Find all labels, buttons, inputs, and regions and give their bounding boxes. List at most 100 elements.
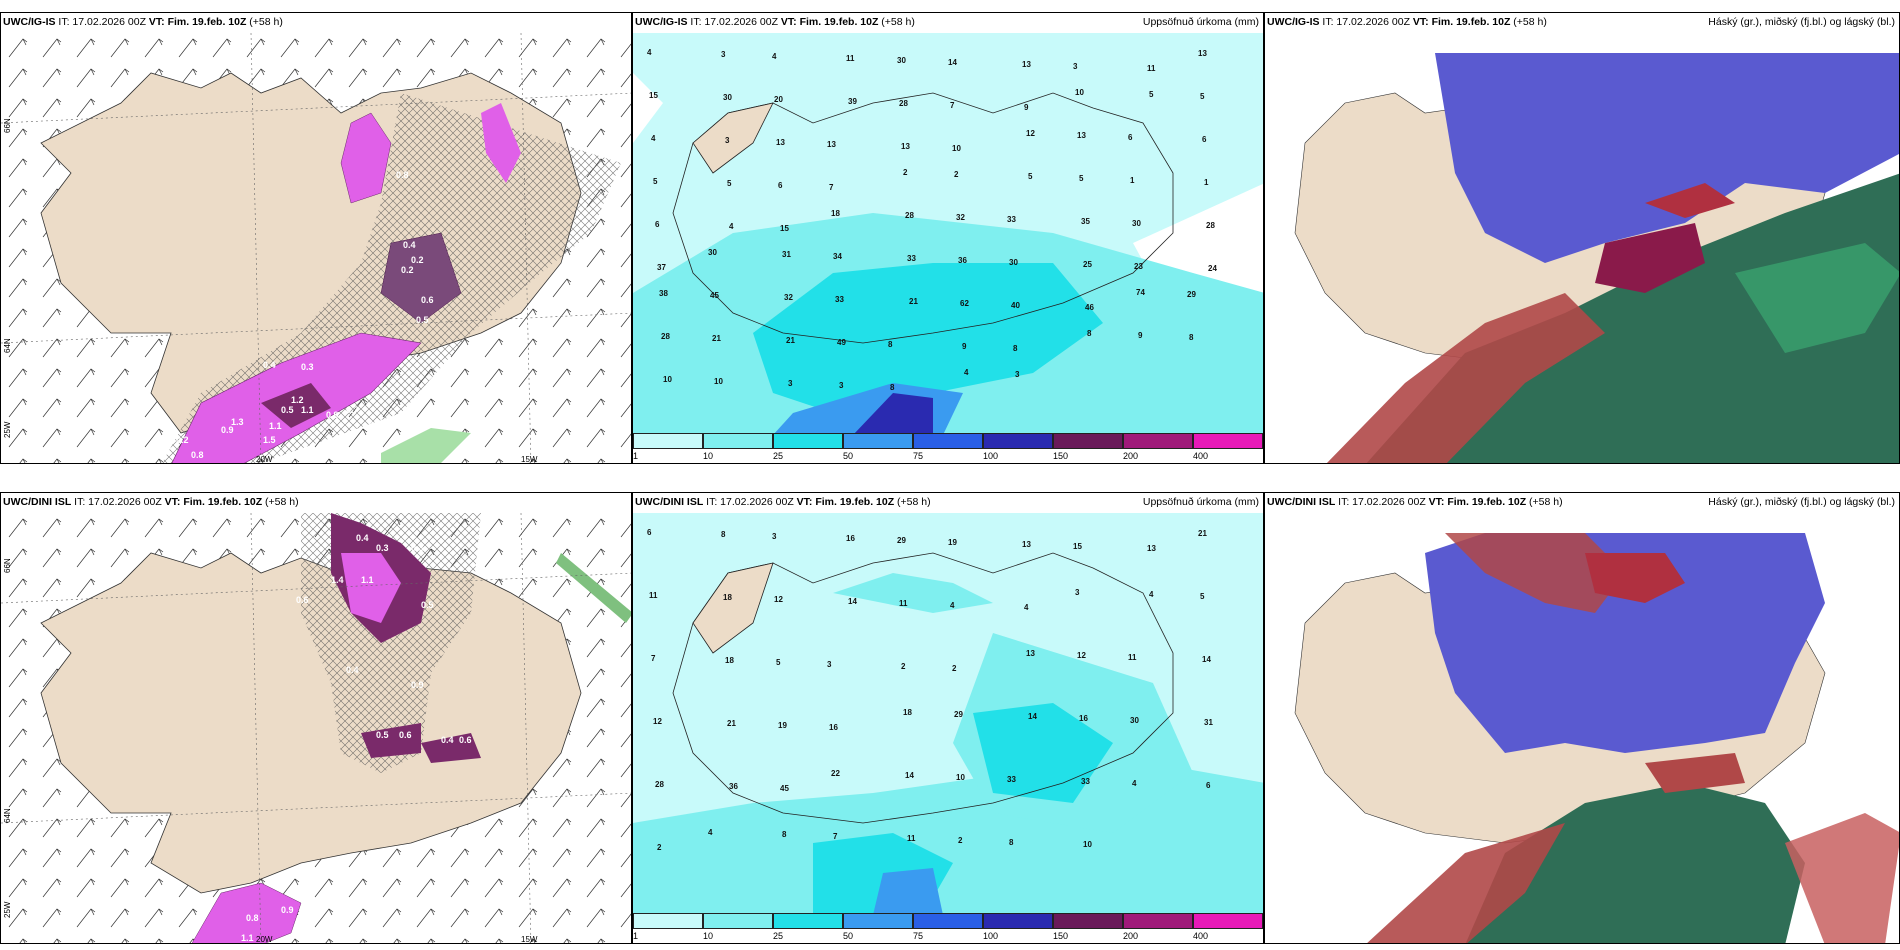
svg-text:0.9: 0.9	[326, 410, 339, 420]
precip-value-label: 35	[1081, 217, 1090, 226]
lon-label-15w: 15W	[521, 935, 538, 944]
precip-value-label: 12	[653, 717, 662, 726]
high-cloud-blue	[1435, 53, 1899, 263]
precip-value-label: 13	[1147, 544, 1156, 553]
cloud-map	[1265, 33, 1899, 463]
precip-value-label: 11	[907, 834, 916, 843]
panel-header: UWC/IG-IS IT: 17.02.2026 00Z VT: Fim. 19…	[1267, 16, 1547, 28]
svg-text:0.5: 0.5	[376, 730, 389, 740]
precip-value-label: 21	[1198, 529, 1207, 538]
precip-value-label: 33	[1007, 775, 1016, 784]
precip-value-label: 3	[772, 532, 777, 541]
precip-value-label: 28	[1206, 221, 1215, 230]
svg-text:1.2: 1.2	[291, 395, 304, 405]
svg-text:0.6: 0.6	[296, 595, 309, 605]
precip-value-label: 11	[649, 591, 658, 600]
precip-value-label: 8	[890, 383, 895, 392]
mid-cloud-green	[1465, 783, 1805, 943]
precip-value-label: 14	[1028, 712, 1037, 721]
precip-value-label: 14	[848, 597, 857, 606]
precip-value-label: 6	[647, 528, 652, 537]
map-panel-clouds-dini: UWC/DINI ISL IT: 17.02.2026 00Z VT: Fim.…	[1264, 492, 1900, 944]
precip-value-label: 2	[657, 843, 662, 852]
precip-cells-east	[380, 232, 462, 324]
precip-value-label: 2	[901, 662, 906, 671]
precip-value-label: 33	[907, 254, 916, 263]
svg-text:0.2: 0.2	[176, 435, 189, 445]
precip-value-label: 16	[829, 723, 838, 732]
precip-value-label: 19	[778, 721, 787, 730]
precip-band-south	[191, 882, 302, 943]
precip-value-label: 29	[954, 710, 963, 719]
precip-value-label: 2	[954, 170, 959, 179]
precip-value-label: 13	[1022, 540, 1031, 549]
precip-value-label: 49	[837, 338, 846, 347]
precip-value-label: 11	[1128, 653, 1137, 662]
lat-label-64n: 64N	[3, 808, 12, 823]
precip-zone-25	[973, 703, 1113, 803]
precip-value-label: 4	[964, 368, 969, 377]
precip-value-label: 30	[1132, 219, 1141, 228]
precip-value-label: 3	[721, 50, 726, 59]
precip-value-label: 30	[897, 56, 906, 65]
precip-value-label: 5	[1200, 92, 1205, 101]
precip-value-label: 2	[958, 836, 963, 845]
svg-text:0.3: 0.3	[364, 900, 377, 910]
precip-value-label: 15	[780, 224, 789, 233]
low-cloud-red	[1326, 293, 1605, 463]
precip-value-label: 62	[960, 299, 969, 308]
coast-green	[381, 428, 471, 463]
precip-value-label: 4	[1149, 590, 1154, 599]
precip-value-label: 8	[888, 340, 893, 349]
svg-text:0.5: 0.5	[421, 600, 434, 610]
precip-value-label: 46	[1085, 303, 1094, 312]
svg-text:0.4: 0.4	[403, 240, 416, 250]
panel-header: UWC/DINI ISL IT: 17.02.2026 00Z VT: Fim.…	[635, 496, 931, 508]
precip-value-label: 4	[647, 48, 652, 57]
precip-value-label: 21	[712, 334, 721, 343]
precip-value-label: 28	[655, 780, 664, 789]
precip-value-label: 21	[727, 719, 736, 728]
precip-value-label: 8	[1189, 333, 1194, 342]
svg-text:0.3: 0.3	[301, 362, 314, 372]
svg-text:0.9: 0.9	[281, 905, 294, 915]
precip-value-label: 45	[780, 784, 789, 793]
precip-value-label: 8	[721, 530, 726, 539]
precip-value-label: 18	[903, 708, 912, 717]
precip-value-label: 2	[952, 664, 957, 673]
svg-text:0.5: 0.5	[369, 420, 382, 430]
precip-value-label: 12	[1077, 651, 1086, 660]
precip-value-label: 4	[950, 601, 955, 610]
precip-value-label: 21	[909, 297, 918, 306]
svg-text:0.7: 0.7	[346, 405, 359, 415]
colorbar: 1 10 25 50 75 100 150 200 400	[633, 913, 1263, 943]
precip-value-label: 14	[1202, 655, 1211, 664]
precip-value-label: 5	[1200, 592, 1205, 601]
precip-value-label: 3	[788, 379, 793, 388]
wind-value-labels: 0.5 0.8 0.9 0.6 0.4 0.3 0.2 1.1 1.5 0.7 …	[176, 170, 434, 460]
precip-value-label: 15	[1073, 542, 1082, 551]
svg-text:0.4: 0.4	[263, 360, 276, 370]
precip-value-label: 10	[1083, 840, 1092, 849]
precip-value-label: 29	[1187, 290, 1196, 299]
lon-label-25w: 25W	[3, 901, 12, 918]
iceland-land	[672, 92, 1174, 344]
svg-text:0.4: 0.4	[346, 665, 359, 675]
precip-value-label: 13	[827, 140, 836, 149]
precip-value-label: 8	[782, 830, 787, 839]
precip-value-label: 3	[1015, 370, 1020, 379]
panel-header: UWC/DINI ISL IT: 17.02.2026 00Z VT: Fim.…	[3, 496, 299, 508]
precip-value-label: 22	[831, 769, 840, 778]
wind-map: 0.4 0.3 0.3 1.4 1.1 0.6 0.5 0.9 0.5 0.6 …	[1, 513, 631, 943]
svg-text:0.4: 0.4	[441, 735, 454, 745]
precip-value-label: 7	[651, 654, 656, 663]
precip-value-label: 5	[727, 179, 732, 188]
svg-text:0.2: 0.2	[401, 265, 414, 275]
precip-core-dark	[261, 383, 331, 428]
svg-text:0.6: 0.6	[459, 735, 472, 745]
precip-cells-north	[340, 112, 392, 204]
precip-value-label: 3	[1073, 62, 1078, 71]
precip-value-label: 28	[899, 99, 908, 108]
